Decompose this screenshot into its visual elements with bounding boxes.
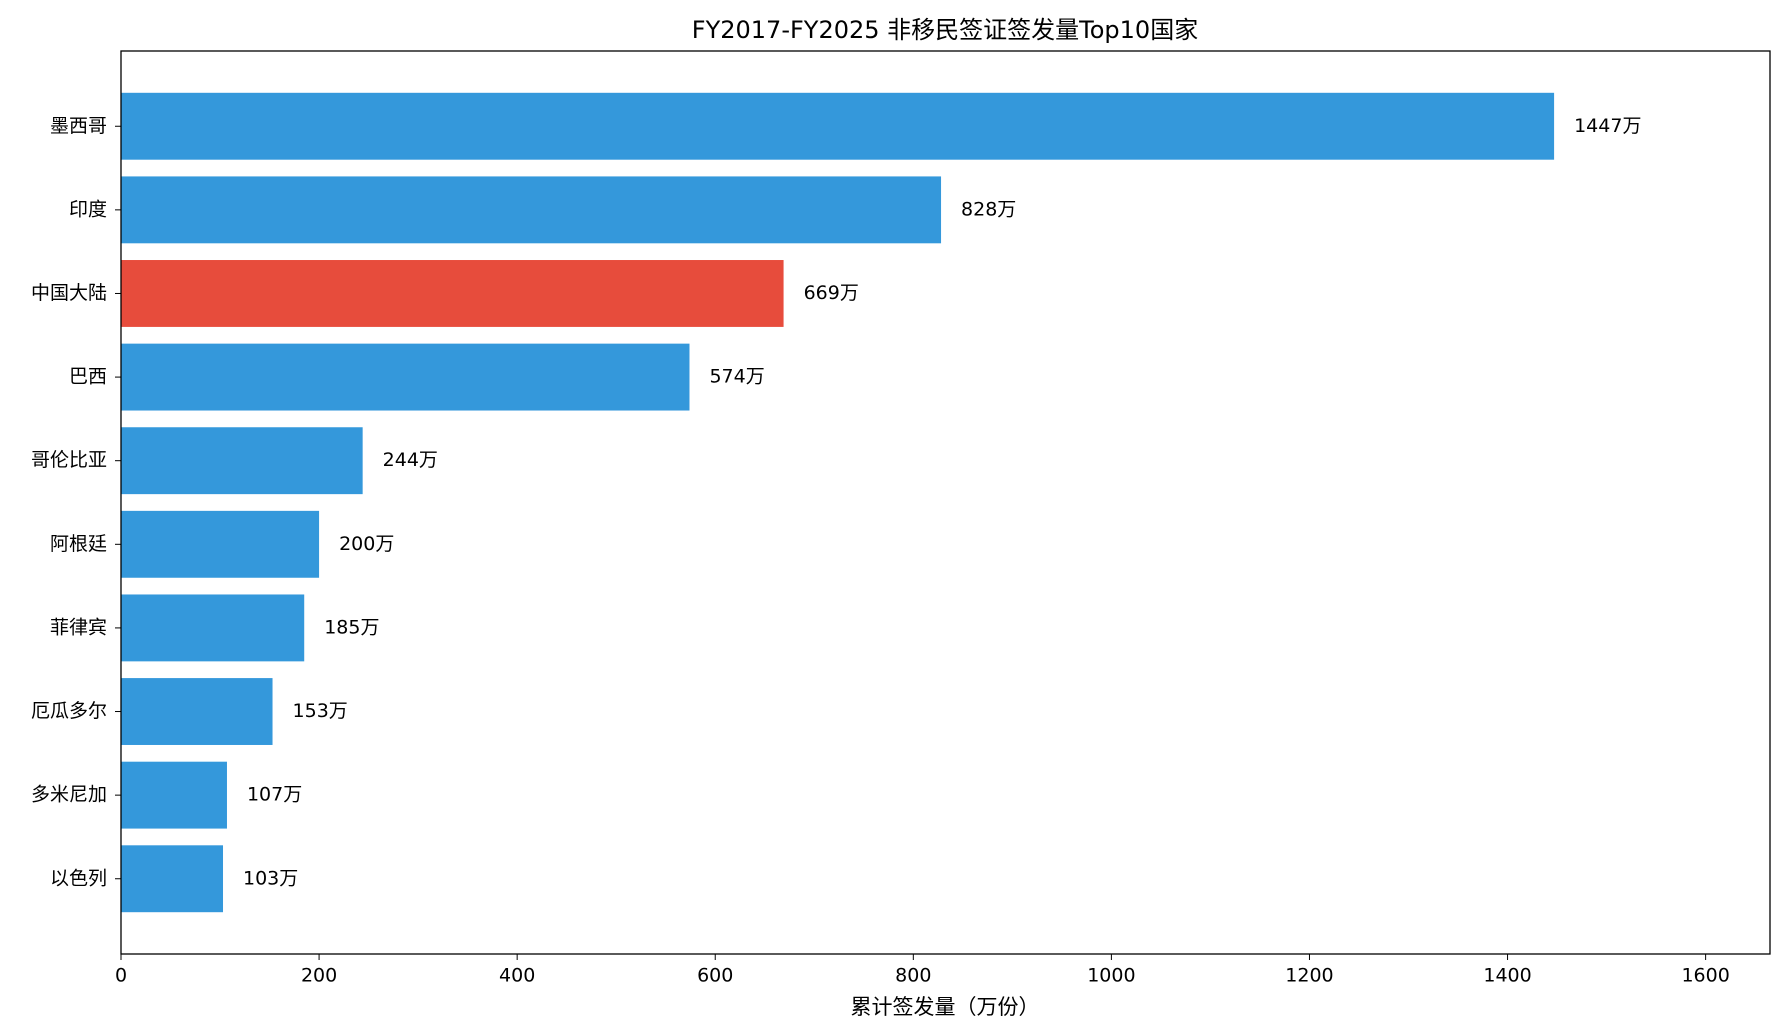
value-label: 244万 — [383, 449, 438, 471]
y-tick-label: 印度 — [69, 198, 107, 220]
value-label: 200万 — [339, 533, 394, 555]
x-tick-label: 400 — [499, 965, 535, 987]
y-tick-label: 阿根廷 — [50, 533, 107, 555]
x-tick-label: 200 — [301, 965, 337, 987]
bar — [121, 510, 320, 578]
bar — [121, 92, 1555, 160]
bar — [121, 845, 224, 913]
plot-frame — [120, 50, 1771, 955]
bar — [121, 343, 690, 411]
x-tick-label: 1600 — [1681, 965, 1729, 987]
bar — [121, 761, 227, 829]
y-tick-label: 菲律宾 — [50, 616, 107, 638]
y-tick-label: 巴西 — [69, 366, 107, 388]
x-tick-label: 1200 — [1285, 965, 1333, 987]
x-tick-label: 1000 — [1087, 965, 1135, 987]
y-tick-label: 多米尼加 — [31, 784, 107, 806]
y-tick-label: 厄瓜多尔 — [31, 700, 107, 722]
x-tick-label: 1400 — [1483, 965, 1531, 987]
y-tick-label: 墨西哥 — [50, 115, 107, 137]
value-label: 185万 — [324, 616, 379, 638]
value-label: 103万 — [243, 867, 298, 889]
chart-title: FY2017-FY2025 非移民签证签发量Top10国家 — [692, 16, 1198, 44]
x-tick-label: 800 — [895, 965, 931, 987]
y-tick-label: 哥伦比亚 — [31, 449, 107, 471]
value-label: 1447万 — [1574, 115, 1641, 137]
x-tick-label: 0 — [115, 965, 127, 987]
value-label: 828万 — [961, 198, 1016, 220]
value-label: 574万 — [709, 366, 764, 388]
bar — [121, 678, 273, 745]
value-label: 669万 — [804, 282, 859, 304]
bar — [121, 427, 363, 495]
bar — [121, 594, 305, 662]
y-tick-label: 以色列 — [50, 867, 107, 889]
bar — [121, 176, 942, 244]
bar — [121, 260, 784, 327]
value-label: 153万 — [293, 700, 348, 722]
y-tick-label: 中国大陆 — [31, 282, 107, 304]
value-label: 107万 — [247, 784, 302, 806]
x-tick-label: 600 — [697, 965, 733, 987]
x-axis-label: 累计签发量（万份） — [851, 995, 1040, 1019]
